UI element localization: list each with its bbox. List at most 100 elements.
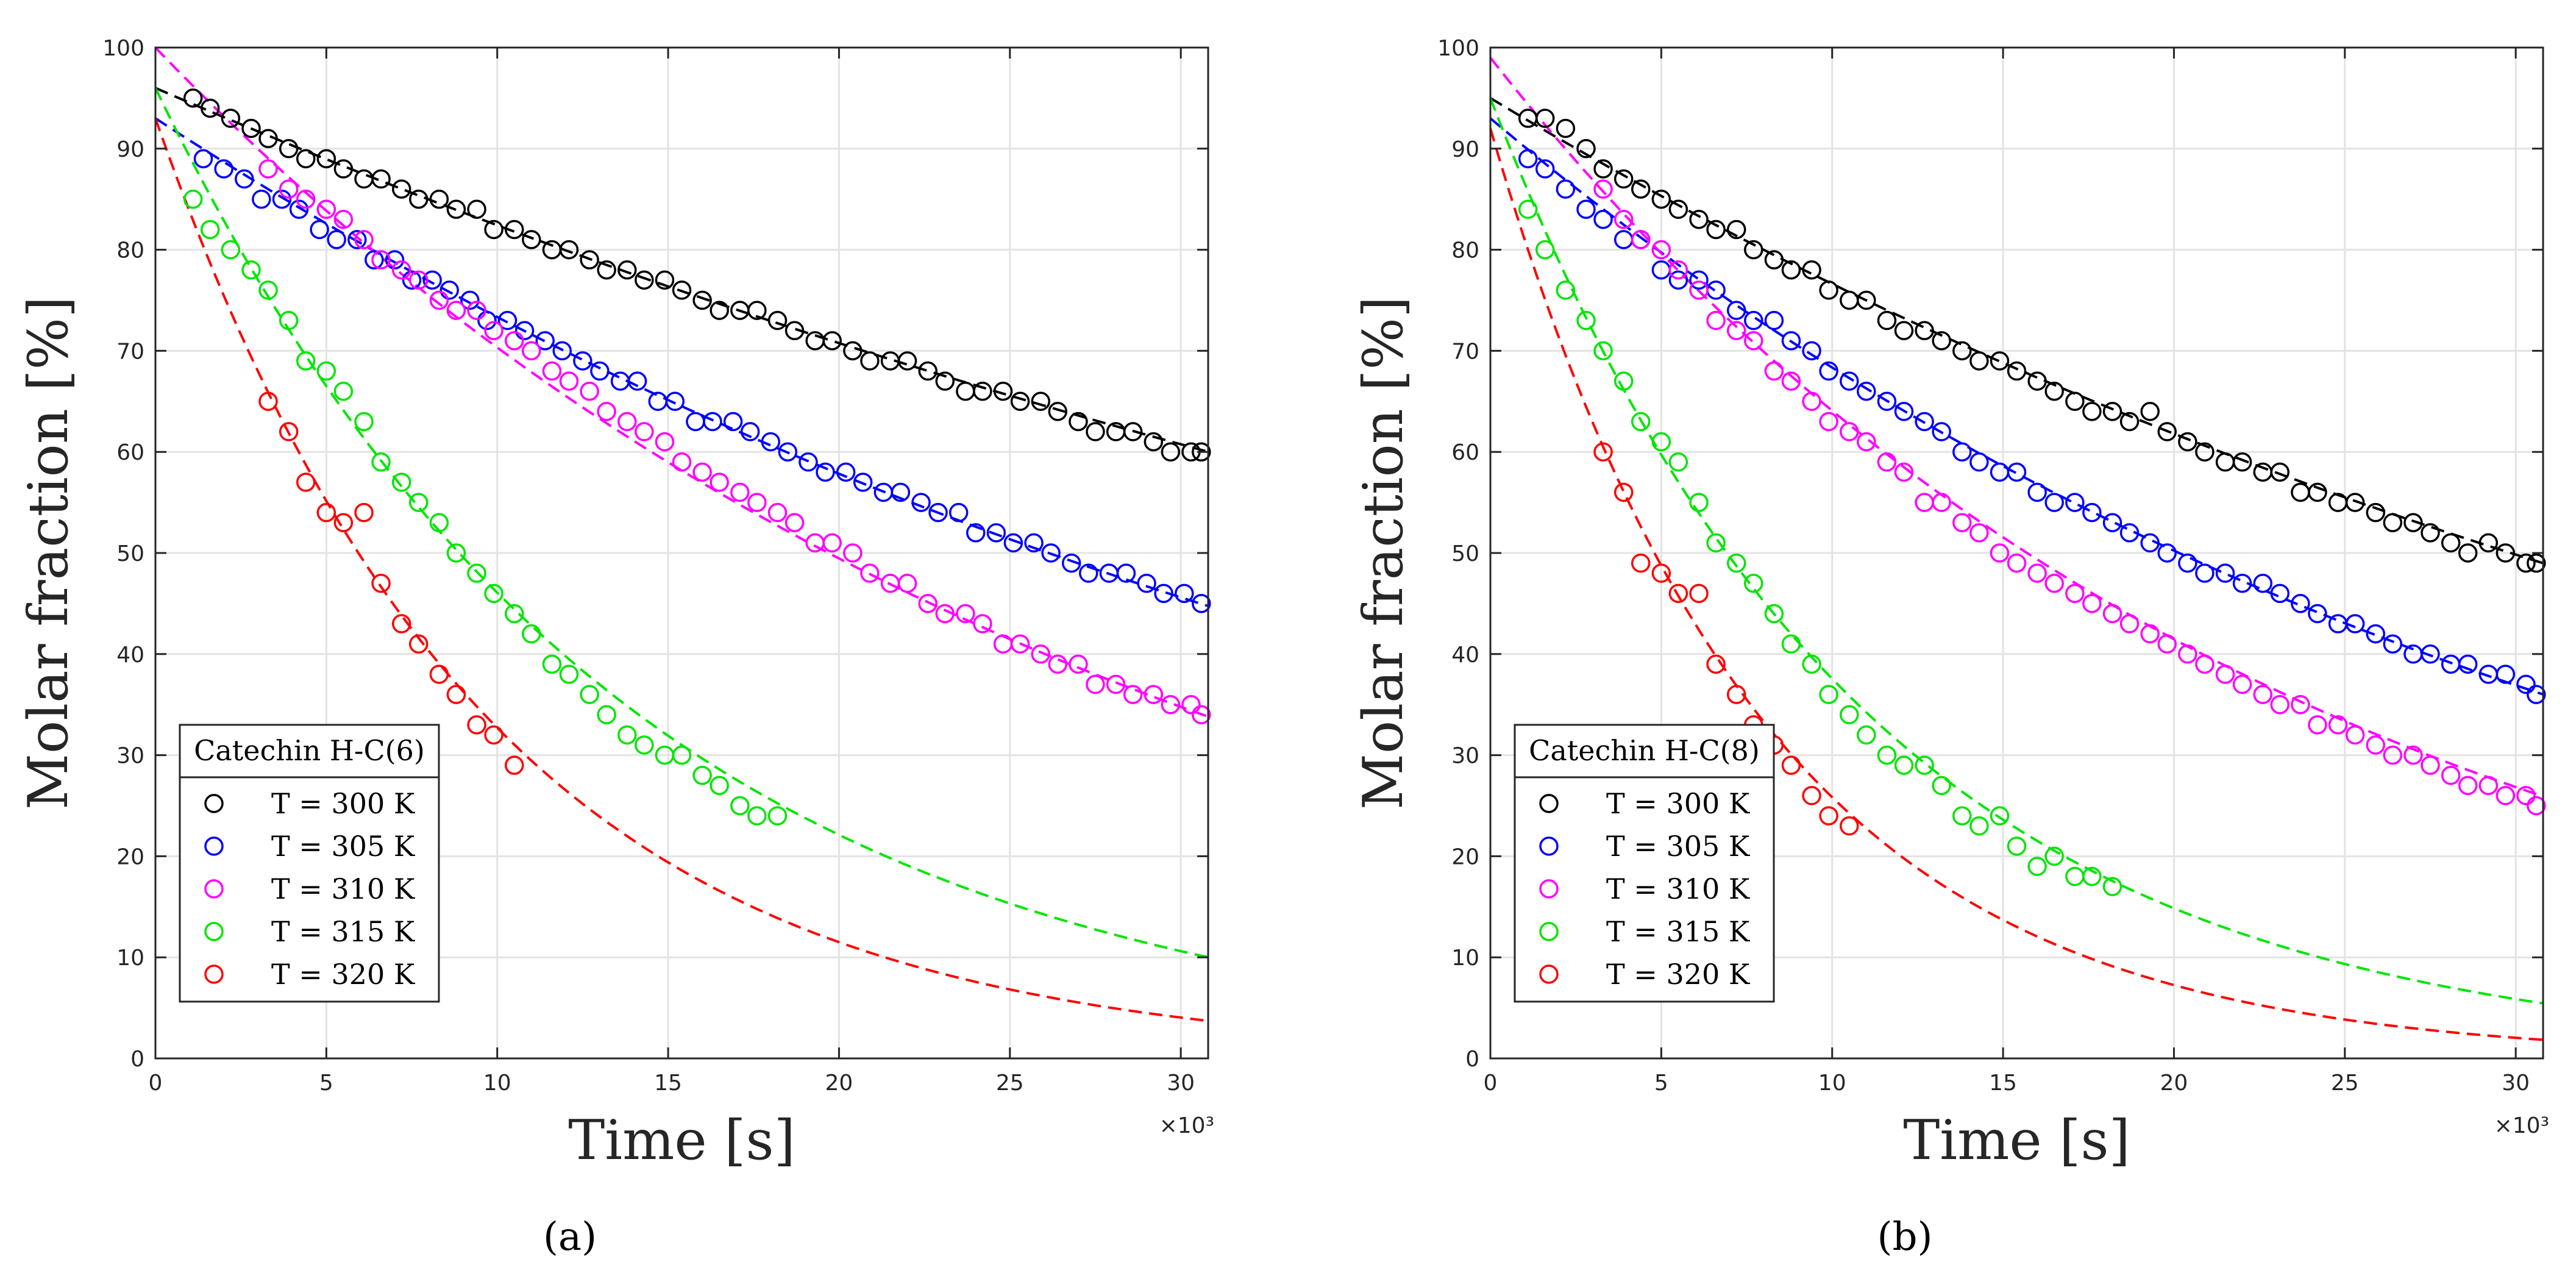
data-point <box>730 482 750 502</box>
data-point <box>371 250 391 269</box>
data-point <box>1706 654 1726 674</box>
data-point <box>1744 240 1763 260</box>
data-point <box>1857 432 1876 452</box>
data-point <box>1969 816 1989 836</box>
data-point <box>986 523 1006 543</box>
data-point <box>1535 159 1555 179</box>
data-point <box>241 118 261 138</box>
data-point <box>1668 260 1688 280</box>
data-point <box>258 391 278 412</box>
data-point <box>2195 563 2215 583</box>
data-point <box>799 452 818 472</box>
data-point <box>429 189 449 209</box>
data-point <box>1990 543 2010 563</box>
data-point <box>2178 553 2197 573</box>
data-point <box>1990 351 2010 371</box>
data-point <box>1593 341 1613 361</box>
x-tick-label: 5 <box>319 1071 333 1096</box>
data-point <box>1915 321 1934 340</box>
data-point <box>391 179 411 199</box>
data-point <box>1651 240 1671 260</box>
data-point <box>973 614 992 633</box>
data-point <box>836 462 856 482</box>
x-tick-label: 25 <box>996 1071 1024 1096</box>
data-point <box>2383 745 2403 765</box>
data-point <box>2044 381 2064 401</box>
data-point <box>2366 735 2385 755</box>
data-point <box>635 270 654 290</box>
data-point <box>467 199 486 219</box>
data-point <box>692 290 712 310</box>
data-point <box>1802 341 1821 361</box>
data-point <box>214 159 233 179</box>
data-point <box>2403 745 2423 765</box>
data-point <box>918 361 938 381</box>
data-point <box>1535 240 1555 260</box>
data-point <box>2140 533 2160 553</box>
data-point <box>816 462 835 482</box>
x-tick-label: 20 <box>2160 1071 2188 1096</box>
data-point <box>1802 786 1821 805</box>
y-tick-label: 40 <box>116 643 144 668</box>
data-point <box>1651 563 1671 583</box>
data-point <box>1877 310 1897 330</box>
data-point <box>1061 553 1081 573</box>
data-point <box>2119 614 2140 633</box>
data-point <box>477 310 497 330</box>
y-tick-label: 80 <box>1451 238 1479 263</box>
data-point <box>897 573 917 593</box>
data-point <box>617 412 637 432</box>
data-point <box>853 473 873 492</box>
data-point <box>665 391 685 412</box>
legend-entry: T = 320 K <box>1606 958 1751 991</box>
data-point <box>1877 391 1897 412</box>
data-point <box>316 502 336 523</box>
data-point <box>635 422 654 441</box>
data-point <box>1556 118 1576 138</box>
data-point <box>672 280 692 300</box>
data-point <box>1123 685 1143 704</box>
x-axis-title: Time [s] <box>568 1108 795 1172</box>
data-point <box>822 331 842 351</box>
data-point <box>2458 776 2478 796</box>
data-point <box>1161 442 1181 462</box>
x-tick-label: 15 <box>654 1071 682 1096</box>
y-tick-label: 30 <box>116 744 144 769</box>
legend-marker <box>204 965 224 984</box>
data-point <box>2065 583 2085 604</box>
data-point <box>333 513 354 533</box>
data-point <box>2007 361 2027 381</box>
data-point <box>1877 452 1897 472</box>
data-point <box>928 502 948 523</box>
data-point <box>193 149 213 169</box>
data-point <box>692 462 712 482</box>
data-point <box>1192 594 1211 613</box>
legend-entry: T = 305 K <box>1606 830 1751 863</box>
series-3 <box>1593 179 2546 816</box>
x-tick-label: 15 <box>1989 1071 2017 1096</box>
y-tick-label: 100 <box>1437 36 1479 61</box>
data-point <box>911 493 931 512</box>
data-point <box>542 361 562 381</box>
data-point <box>522 624 541 644</box>
legend-marker <box>1539 965 1559 984</box>
data-point <box>1726 685 1746 704</box>
data-point <box>672 745 692 765</box>
panel-label: (b) <box>1877 1214 1933 1260</box>
data-point <box>655 270 675 290</box>
data-point <box>272 189 292 209</box>
data-point <box>1518 199 1538 219</box>
data-point <box>1857 290 1876 310</box>
data-point <box>1781 260 1801 280</box>
data-point <box>446 199 466 219</box>
data-point <box>484 219 503 240</box>
data-point <box>1031 391 1050 412</box>
data-point <box>1915 412 1934 432</box>
data-point <box>2215 563 2235 583</box>
legend-marker <box>204 794 224 813</box>
data-point <box>1877 745 1897 765</box>
data-point <box>258 280 278 300</box>
y-tick-label: 60 <box>116 440 144 465</box>
data-point <box>296 351 316 371</box>
data-point <box>1726 301 1746 320</box>
